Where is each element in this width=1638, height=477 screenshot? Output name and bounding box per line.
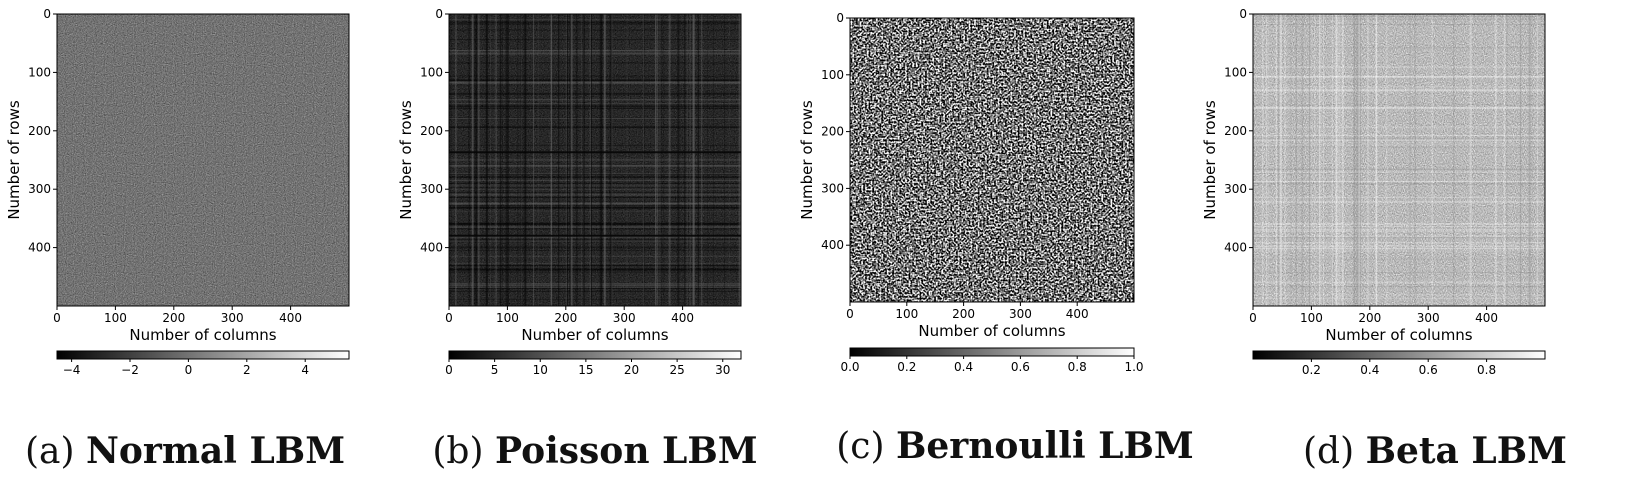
caption-a: (a) Normal LBM <box>25 430 345 472</box>
y-tick-label: 400 <box>1224 241 1247 255</box>
colorbar-tick-label: 0 <box>445 363 453 377</box>
colorbar-tick-label: 0.4 <box>1360 363 1379 377</box>
caption-letter: (b) <box>432 431 484 472</box>
y-tick-label: 0 <box>836 11 844 25</box>
caption-title: Normal LBM <box>85 430 346 472</box>
caption-letter: (a) <box>24 431 75 472</box>
colorbar-tick-label: 4 <box>301 363 309 377</box>
colorbar-tick-label: 0.6 <box>1011 360 1030 374</box>
caption-d: (d) Beta LBM <box>1303 430 1567 472</box>
x-tick-label: 300 <box>1009 307 1032 321</box>
y-tick-label: 300 <box>1224 182 1247 196</box>
x-tick-label: 0 <box>53 311 61 325</box>
y-tick-label: 100 <box>420 65 443 79</box>
y-axis-label: Number of rows <box>798 100 816 220</box>
x-tick-label: 200 <box>1358 311 1381 325</box>
x-tick-label: 300 <box>613 311 636 325</box>
y-tick-label: 100 <box>1224 65 1247 79</box>
caption-c: (c) Bernoulli LBM <box>836 425 1194 467</box>
y-axis-label: Number of rows <box>5 100 23 220</box>
x-tick-label: 100 <box>895 307 918 321</box>
y-tick-label: 100 <box>28 65 51 79</box>
y-tick-label: 300 <box>821 181 844 195</box>
x-axis-label: Number of columns <box>129 326 276 344</box>
colorbar <box>849 347 1135 357</box>
y-tick-label: 0 <box>1239 7 1247 21</box>
plot-frame <box>448 13 742 307</box>
x-axis-label: Number of columns <box>521 326 668 344</box>
colorbar-tick-label: 0.8 <box>1477 363 1496 377</box>
y-tick-label: 300 <box>420 182 443 196</box>
colorbar <box>56 350 350 360</box>
x-tick-label: 200 <box>554 311 577 325</box>
x-tick-label: 0 <box>445 311 453 325</box>
x-tick-label: 200 <box>162 311 185 325</box>
colorbar-tick-label: 20 <box>624 363 639 377</box>
colorbar-tick-label: 0.6 <box>1419 363 1438 377</box>
colorbar-tick-label: 15 <box>578 363 593 377</box>
x-tick-label: 0 <box>846 307 854 321</box>
x-tick-label: 100 <box>496 311 519 325</box>
colorbar <box>448 350 742 360</box>
y-tick-label: 200 <box>821 125 844 139</box>
colorbar-tick-label: 2 <box>243 363 251 377</box>
colorbar-tick-label: 0.4 <box>954 360 973 374</box>
y-tick-label: 0 <box>43 7 51 21</box>
x-tick-label: 300 <box>221 311 244 325</box>
y-axis-label: Number of rows <box>397 100 415 220</box>
caption-title: Beta LBM <box>1365 430 1568 472</box>
plot-frame <box>56 13 350 307</box>
colorbar-tick-label: 5 <box>491 363 499 377</box>
colorbar-tick-label: 30 <box>715 363 730 377</box>
plot-frame <box>849 17 1135 303</box>
x-axis-label: Number of columns <box>918 322 1065 340</box>
y-tick-label: 200 <box>1224 124 1247 138</box>
colorbar-tick-label: 0.2 <box>1302 363 1321 377</box>
caption-title: Poisson LBM <box>494 430 758 472</box>
plot-frame <box>1252 13 1546 307</box>
y-tick-label: 200 <box>420 124 443 138</box>
y-tick-label: 200 <box>28 124 51 138</box>
colorbar-tick-label: 1.0 <box>1124 360 1143 374</box>
y-tick-label: 100 <box>821 68 844 82</box>
x-tick-label: 400 <box>1066 307 1089 321</box>
colorbar-tick-label: 0 <box>185 363 193 377</box>
colorbar-tick-label: 0.8 <box>1068 360 1087 374</box>
colorbar-tick-label: −2 <box>121 363 139 377</box>
x-tick-label: 100 <box>104 311 127 325</box>
y-tick-label: 400 <box>420 241 443 255</box>
y-axis-label: Number of rows <box>1201 100 1219 220</box>
heatmap-image <box>850 18 1134 302</box>
x-tick-label: 300 <box>1417 311 1440 325</box>
x-tick-label: 200 <box>952 307 975 321</box>
x-tick-label: 400 <box>1475 311 1498 325</box>
heatmap-image <box>57 14 349 306</box>
heatmap-image <box>449 14 741 306</box>
colorbar-tick-label: 25 <box>669 363 684 377</box>
colorbar-tick-label: −4 <box>63 363 81 377</box>
caption-letter: (c) <box>836 426 885 467</box>
y-tick-label: 400 <box>28 241 51 255</box>
x-tick-label: 400 <box>279 311 302 325</box>
y-tick-label: 300 <box>28 182 51 196</box>
x-axis-label: Number of columns <box>1325 326 1472 344</box>
y-tick-label: 400 <box>821 238 844 252</box>
colorbar-tick-label: 0.0 <box>840 360 859 374</box>
x-tick-label: 100 <box>1300 311 1323 325</box>
colorbar <box>1252 350 1546 360</box>
caption-b: (b) Poisson LBM <box>432 430 757 472</box>
heatmap-image <box>1253 14 1545 306</box>
colorbar-tick-label: 10 <box>533 363 548 377</box>
x-tick-label: 400 <box>671 311 694 325</box>
caption-letter: (d) <box>1302 431 1355 472</box>
caption-title: Bernoulli LBM <box>895 425 1194 467</box>
y-tick-label: 0 <box>435 7 443 21</box>
colorbar-tick-label: 0.2 <box>897 360 916 374</box>
x-tick-label: 0 <box>1249 311 1257 325</box>
